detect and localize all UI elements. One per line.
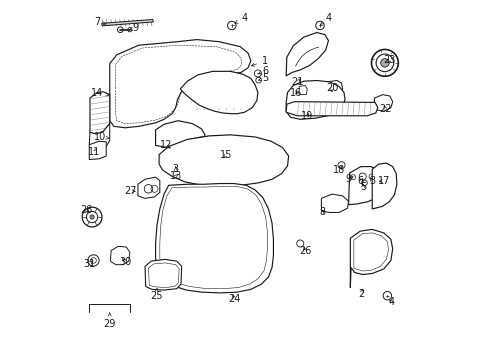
Polygon shape — [180, 136, 271, 169]
Text: 15: 15 — [220, 150, 232, 159]
Text: 29: 29 — [103, 313, 116, 329]
Circle shape — [383, 292, 391, 300]
Circle shape — [358, 173, 366, 180]
Text: 7: 7 — [94, 17, 106, 27]
Text: 12: 12 — [160, 140, 172, 150]
Polygon shape — [325, 81, 342, 95]
Text: 16: 16 — [289, 87, 301, 98]
Text: 8: 8 — [318, 207, 325, 217]
Polygon shape — [159, 135, 288, 186]
Text: 22: 22 — [379, 104, 391, 114]
Polygon shape — [374, 95, 392, 111]
Text: 11: 11 — [88, 148, 101, 157]
Text: 23: 23 — [383, 55, 395, 65]
Polygon shape — [180, 71, 257, 114]
Text: 19: 19 — [301, 111, 313, 121]
Text: 25: 25 — [150, 288, 162, 301]
Polygon shape — [110, 246, 130, 265]
Text: 6: 6 — [258, 66, 268, 76]
Text: 28: 28 — [80, 205, 92, 215]
Polygon shape — [89, 123, 109, 149]
Polygon shape — [109, 40, 250, 128]
Circle shape — [254, 70, 261, 77]
Polygon shape — [285, 32, 328, 76]
Text: 10: 10 — [94, 132, 109, 142]
Text: 2: 2 — [358, 289, 364, 298]
Text: 21: 21 — [291, 77, 303, 87]
Polygon shape — [145, 259, 182, 290]
Circle shape — [227, 21, 236, 30]
Circle shape — [371, 49, 398, 76]
Text: 14: 14 — [91, 87, 109, 98]
Polygon shape — [172, 155, 201, 176]
Text: 4: 4 — [387, 297, 393, 307]
Circle shape — [170, 158, 180, 168]
Polygon shape — [285, 102, 377, 116]
Polygon shape — [321, 194, 348, 212]
Text: 17: 17 — [377, 176, 389, 186]
Polygon shape — [102, 19, 153, 26]
Text: 30: 30 — [119, 257, 131, 267]
Circle shape — [380, 59, 388, 67]
Circle shape — [82, 207, 102, 227]
Text: 24: 24 — [228, 294, 240, 304]
Polygon shape — [285, 81, 345, 119]
Polygon shape — [138, 177, 160, 198]
Text: 5: 5 — [359, 182, 366, 192]
Text: 4: 4 — [235, 13, 247, 23]
Text: 26: 26 — [298, 246, 311, 256]
Text: 5: 5 — [258, 73, 268, 83]
Text: 6: 6 — [357, 176, 363, 186]
Text: 27: 27 — [124, 186, 137, 196]
Text: 4: 4 — [320, 13, 331, 24]
Polygon shape — [299, 85, 306, 95]
Text: 31: 31 — [83, 259, 95, 269]
Text: 9: 9 — [345, 174, 352, 184]
Text: 3: 3 — [368, 176, 374, 186]
Text: 1: 1 — [251, 56, 267, 66]
Text: 13: 13 — [169, 171, 182, 181]
Polygon shape — [155, 121, 204, 148]
Polygon shape — [349, 229, 392, 288]
Text: 18: 18 — [332, 165, 345, 175]
Polygon shape — [89, 141, 106, 159]
Polygon shape — [371, 163, 396, 209]
Text: 20: 20 — [325, 82, 338, 93]
Polygon shape — [155, 184, 273, 293]
Text: 9: 9 — [129, 23, 138, 33]
Polygon shape — [348, 167, 384, 205]
Circle shape — [88, 255, 99, 266]
Polygon shape — [90, 92, 109, 134]
Circle shape — [315, 21, 324, 30]
Text: 3: 3 — [172, 165, 179, 174]
Circle shape — [90, 215, 94, 219]
